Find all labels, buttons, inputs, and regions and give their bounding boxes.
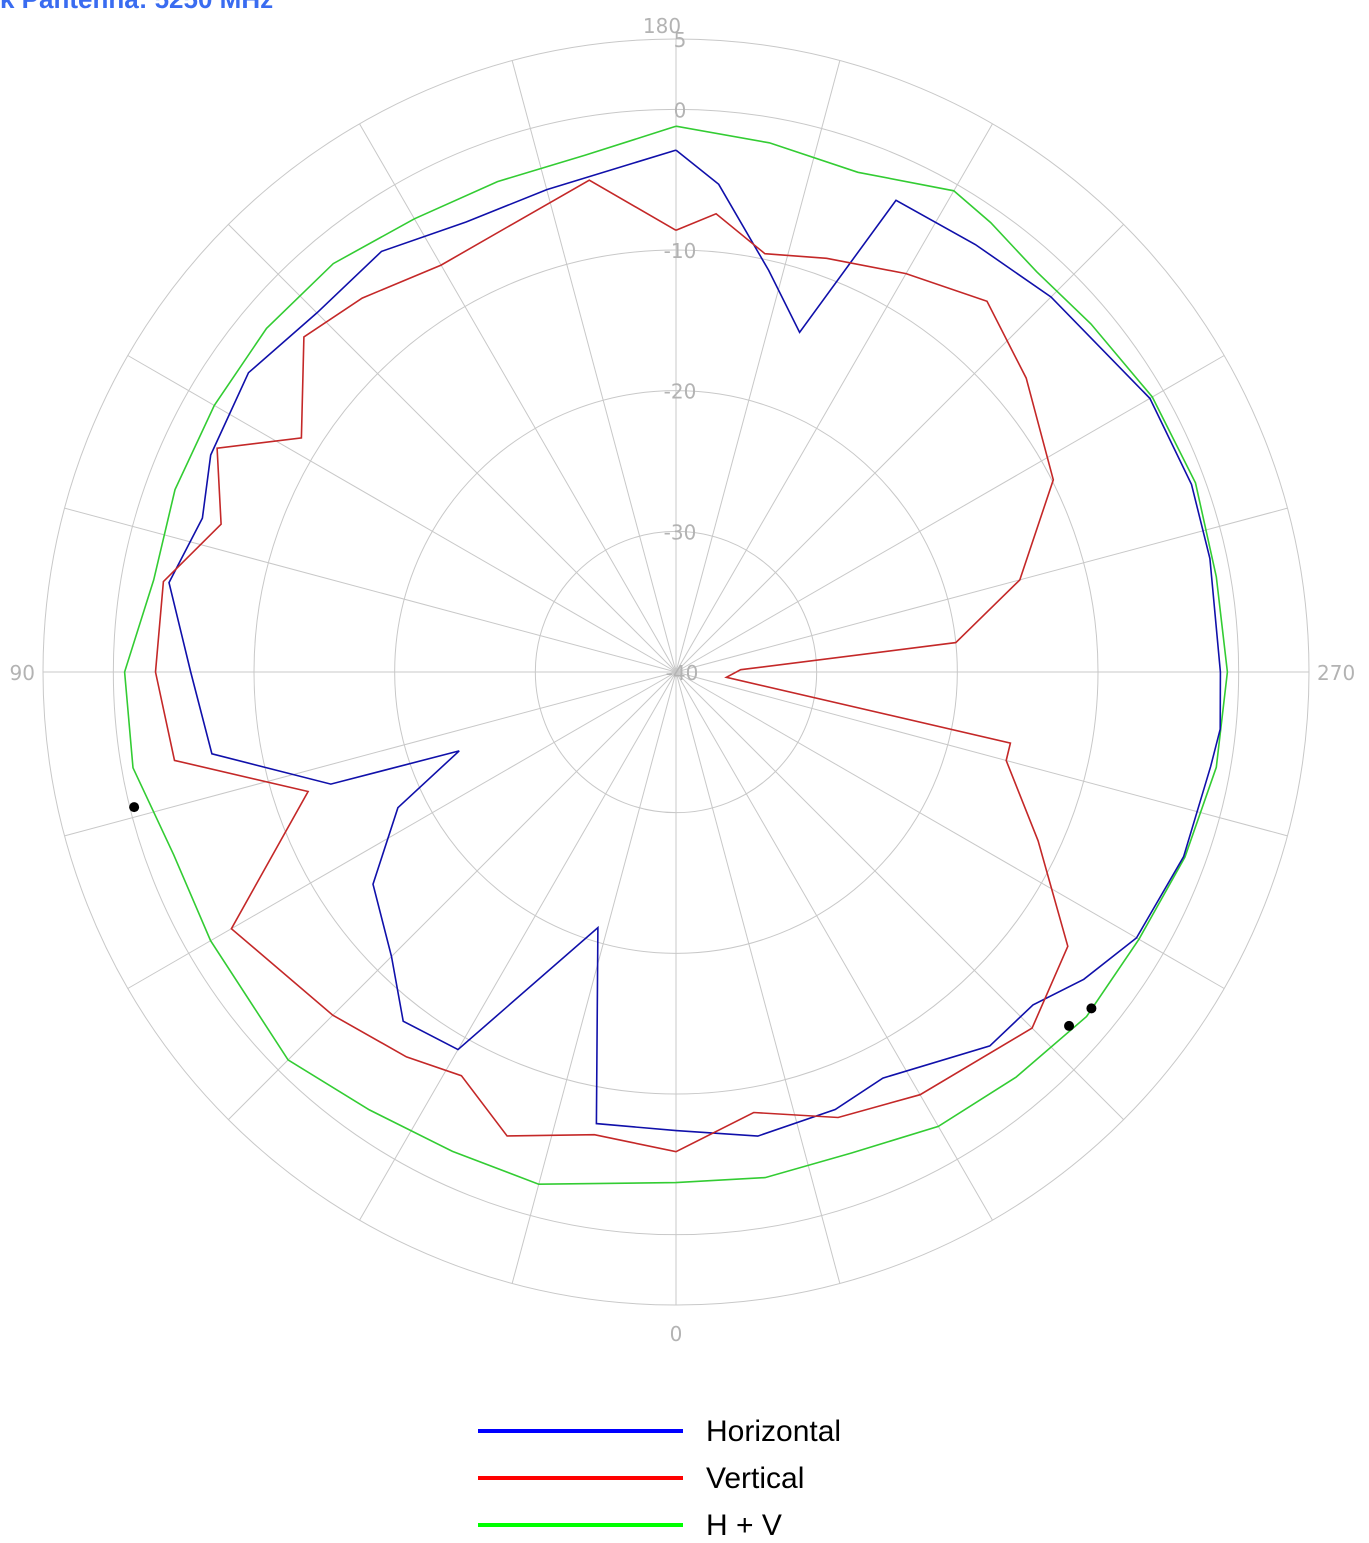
radial-tick-label: -40 — [666, 661, 699, 685]
grid-spoke — [675, 60, 841, 673]
grid-spoke — [127, 671, 677, 989]
grid-spoke — [228, 224, 677, 673]
grid-spoke — [675, 123, 993, 673]
radial-tick-labels: 5 0 -10 -20 -30 -40 — [664, 28, 699, 685]
peak-marker — [129, 802, 140, 813]
grid-spoke — [675, 671, 993, 1221]
grid-spokes — [43, 39, 1309, 1305]
grid-spoke — [511, 671, 677, 1284]
grid-spoke — [675, 671, 1124, 1120]
radial-tick-label: -20 — [664, 380, 697, 404]
radial-tick-label: 5 — [674, 28, 687, 52]
angle-tick-label: 90 — [10, 661, 35, 685]
radial-tick-label: -30 — [664, 520, 697, 544]
peak-marker — [1064, 1020, 1075, 1031]
angle-tick-label: 0 — [670, 1322, 683, 1346]
legend-label: Horizontal — [706, 1415, 841, 1448]
grid-spoke — [675, 671, 1225, 989]
grid-spoke — [359, 671, 677, 1221]
legend: Horizontal Vertical H + V — [478, 1415, 841, 1542]
series-line-h-v — [123, 125, 1229, 1186]
grid-spoke — [675, 507, 1288, 673]
legend-label: H + V — [706, 1509, 782, 1542]
grid-spoke — [228, 671, 677, 1120]
marker-layer — [129, 802, 1097, 1031]
series-line-vertical — [154, 179, 1069, 1153]
grid-spoke — [359, 123, 677, 673]
grid-spoke — [511, 60, 677, 673]
grid-spoke — [127, 355, 677, 673]
radial-tick-label: -10 — [664, 239, 697, 263]
grid-spoke — [675, 671, 841, 1284]
series-layer — [123, 125, 1229, 1186]
grid-spoke — [64, 507, 677, 673]
angle-tick-labels: 0 90 180 270 — [10, 14, 1356, 1346]
radial-tick-label: 0 — [674, 98, 687, 122]
angle-tick-label: 180 — [643, 14, 681, 38]
legend-label: Vertical — [706, 1462, 804, 1495]
grid-spoke — [64, 671, 677, 837]
angle-tick-label: 270 — [1317, 661, 1355, 685]
chart-title: k Pantenna: 5250 MHz — [0, 0, 273, 15]
peak-marker — [1086, 1003, 1097, 1014]
grid-spoke — [675, 224, 1124, 673]
grid-spoke — [675, 355, 1225, 673]
series-line-horizontal — [168, 149, 1222, 1137]
grid-spoke — [675, 671, 1288, 837]
